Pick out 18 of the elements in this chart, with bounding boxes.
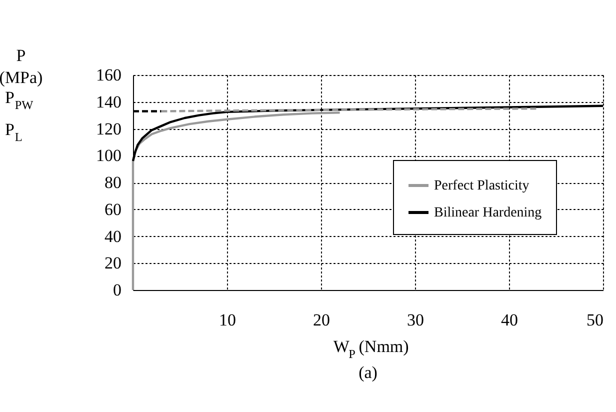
x-tick-label: 20 [313,310,330,330]
y-tick-label: 140 [96,92,122,112]
y-tick-label: 100 [96,146,122,166]
y-tick-label: 60 [104,200,122,219]
x-tick-label: 40 [501,310,518,330]
y-tick-label: 0 [113,280,122,300]
legend-label: Bilinear Hardening [434,206,542,220]
x-tick-label: 30 [407,310,424,330]
y-tick-label: 80 [104,173,122,192]
y-tick-label: 40 [104,226,122,246]
x-tick-label: 50 [586,310,604,330]
y-tick-label: 160 [96,66,122,84]
x-tick-label: 10 [219,310,236,330]
y-axis-title: P (MPa) [0,46,43,87]
y-tick-label: 120 [96,119,122,138]
y-tick-label: 20 [104,254,122,273]
legend-label: Perfect Plasticity [434,178,530,194]
text: (a) [358,363,378,382]
